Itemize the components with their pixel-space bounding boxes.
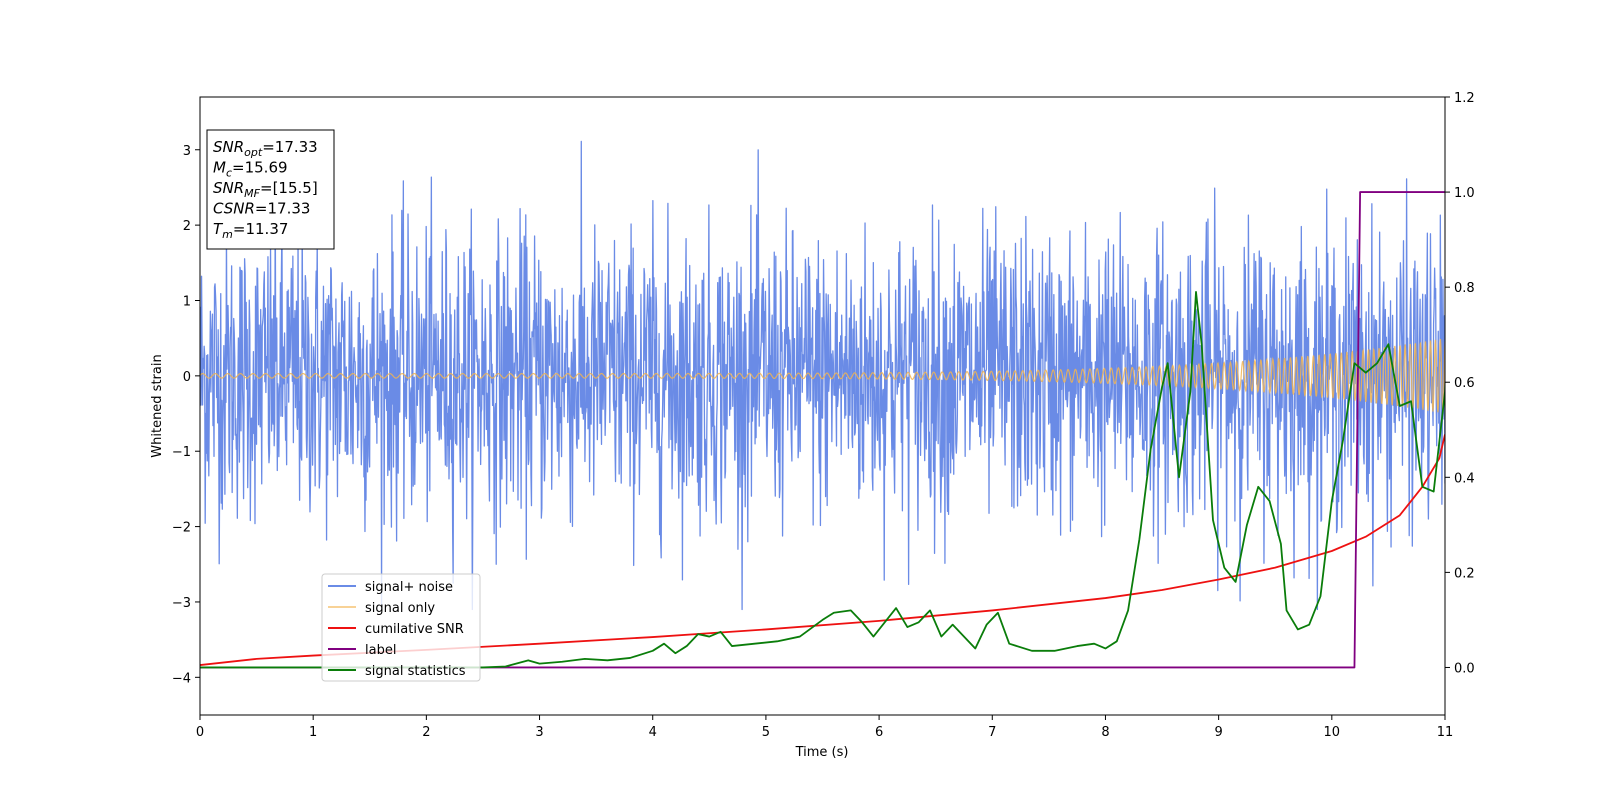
y-left-tick-label: −1 bbox=[172, 445, 191, 460]
y-right-tick-label: 0.2 bbox=[1454, 566, 1475, 581]
y-left-tick-label: −4 bbox=[172, 671, 191, 686]
info-symbol: SNR bbox=[213, 138, 244, 156]
y-right-tick-label: 0.0 bbox=[1454, 661, 1475, 676]
y-axis-label: Whitened strain bbox=[150, 354, 165, 457]
info-value: =[15.5] bbox=[260, 179, 318, 197]
info-symbol: T bbox=[213, 220, 224, 238]
info-value: =11.37 bbox=[233, 220, 289, 238]
y-right-tick-label: 0.6 bbox=[1454, 376, 1475, 391]
info-line: CSNR=17.33 bbox=[213, 200, 310, 218]
series-signal-only bbox=[200, 338, 1445, 414]
info-symbol: SNR bbox=[213, 179, 244, 197]
x-tick-label: 1 bbox=[309, 725, 317, 740]
info-line: SNRMF=[15.5] bbox=[213, 179, 318, 200]
legend: signal+ noise signal only cumilative SNR la… bbox=[321, 573, 481, 682]
y-right-tick-label: 1.2 bbox=[1454, 91, 1475, 106]
y-left-tick-label: −2 bbox=[172, 521, 191, 536]
info-subscript: c bbox=[226, 167, 232, 180]
series-signal-noise bbox=[200, 140, 1445, 611]
x-axis-label: Time (s) bbox=[795, 745, 849, 760]
plot-frame bbox=[199, 96, 1446, 716]
x-tick-label: 6 bbox=[875, 725, 883, 740]
y-left-tick-label: 1 bbox=[183, 294, 191, 309]
info-value: =15.69 bbox=[232, 159, 288, 177]
x-tick-label: 4 bbox=[649, 725, 657, 740]
x-tick-label: 5 bbox=[762, 725, 770, 740]
y-left-tick-label: 3 bbox=[183, 144, 191, 159]
info-line: Mc=15.69 bbox=[213, 159, 288, 180]
series-signal-statistics bbox=[200, 291, 1445, 669]
x-tick-label: 9 bbox=[1214, 725, 1222, 740]
info-subscript: opt bbox=[244, 146, 263, 159]
legend-frame bbox=[321, 573, 481, 682]
x-tick-label: 8 bbox=[1101, 725, 1109, 740]
info-symbol: CSNR bbox=[213, 200, 255, 218]
info-box: SNRopt=17.33Mc=15.69SNRMF=[15.5]CSNR=17.… bbox=[206, 129, 335, 250]
info-line: Tm=11.37 bbox=[213, 220, 288, 241]
axes: 0 1 2 3 4 5 6 7 8 9 10 113210−1−2−3−41.21.00.80.60.… bbox=[172, 91, 1475, 740]
legend-label: label bbox=[365, 643, 396, 658]
info-value: =17.33 bbox=[262, 138, 318, 156]
legend-label: signal only bbox=[365, 601, 435, 616]
y-left-tick-label: −3 bbox=[172, 596, 191, 611]
info-subscript: MF bbox=[244, 187, 260, 200]
series-label bbox=[200, 191, 1445, 669]
info-symbol: M bbox=[213, 159, 226, 177]
info-line: SNRopt=17.33 bbox=[213, 138, 318, 159]
y-right-tick-label: 1.0 bbox=[1454, 186, 1475, 201]
x-tick-label: 11 bbox=[1437, 725, 1454, 740]
x-tick-label: 2 bbox=[422, 725, 430, 740]
info-value: =17.33 bbox=[255, 200, 311, 218]
x-tick-label: 7 bbox=[988, 725, 996, 740]
legend-label: signal+ noise bbox=[365, 580, 453, 595]
legend-label: cumilative SNR bbox=[365, 622, 464, 637]
y-left-tick-label: 0 bbox=[183, 370, 191, 385]
y-left-tick-label: 2 bbox=[183, 219, 191, 234]
y-right-tick-label: 0.4 bbox=[1454, 471, 1475, 486]
info-box-frame bbox=[206, 129, 335, 250]
x-tick-label: 0 bbox=[196, 725, 204, 740]
y-right-tick-label: 0.8 bbox=[1454, 281, 1475, 296]
legend-label: signal statistics bbox=[365, 664, 466, 679]
info-subscript: m bbox=[222, 228, 233, 241]
x-tick-label: 3 bbox=[535, 725, 543, 740]
x-tick-label: 10 bbox=[1324, 725, 1341, 740]
